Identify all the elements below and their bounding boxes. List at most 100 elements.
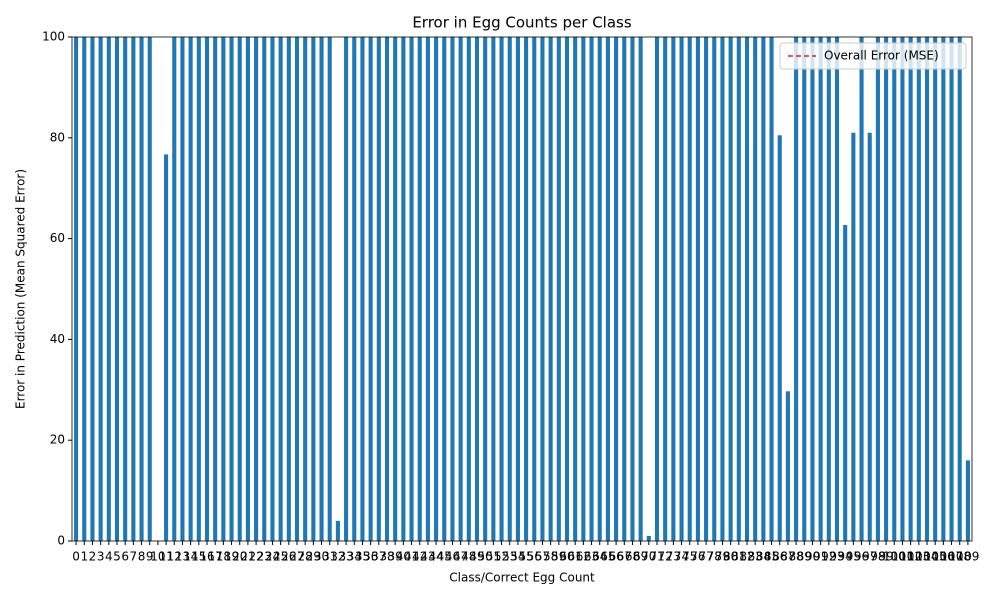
bar xyxy=(638,37,643,541)
bar xyxy=(483,37,488,541)
x-tick-label: 90 xyxy=(805,550,820,564)
bar xyxy=(859,37,864,541)
x-tick-label: 22 xyxy=(248,550,263,564)
bar xyxy=(924,37,930,541)
x-tick-label: 109 xyxy=(956,550,979,564)
bar xyxy=(466,37,471,541)
bar xyxy=(728,37,733,541)
y-tick-label: 20 xyxy=(50,433,65,447)
bar xyxy=(474,37,480,541)
x-tick-label: 96 xyxy=(854,550,869,564)
plot-frame xyxy=(71,36,973,542)
bar xyxy=(851,132,856,541)
bar xyxy=(311,37,316,541)
bar xyxy=(769,37,774,541)
x-tick-label: 2 xyxy=(89,550,97,564)
x-tick-label: 20 xyxy=(232,550,247,564)
x-tick-label: 8 xyxy=(138,550,146,564)
bar xyxy=(654,37,660,541)
bar xyxy=(564,37,570,541)
x-tick-label: 85 xyxy=(764,550,779,564)
bar xyxy=(834,37,840,541)
bar xyxy=(605,37,610,541)
bar xyxy=(376,37,381,541)
x-tick-label: 21 xyxy=(240,550,255,564)
bar xyxy=(286,37,291,541)
x-tick-label: 1 xyxy=(80,550,88,564)
bar xyxy=(933,37,938,541)
x-tick-label: 25 xyxy=(273,550,288,564)
x-tick-label: 107 xyxy=(940,550,963,564)
bar xyxy=(744,37,750,541)
x-tick-label: 73 xyxy=(666,550,681,564)
bar xyxy=(499,37,504,541)
x-tick-label: 76 xyxy=(690,550,705,564)
bar xyxy=(319,37,324,541)
x-tick-label: 27 xyxy=(289,550,304,564)
bar xyxy=(785,391,790,541)
x-tick-label: 26 xyxy=(281,550,296,564)
x-tick-label: 63 xyxy=(584,550,599,564)
bar xyxy=(712,37,717,541)
bar xyxy=(450,37,455,541)
x-tick-label: 37 xyxy=(371,550,386,564)
x-tick-label: 74 xyxy=(674,550,689,564)
bar xyxy=(589,37,594,541)
x-tick-label: 98 xyxy=(870,550,885,564)
x-tick-label: 61 xyxy=(568,550,583,564)
bar xyxy=(237,37,242,541)
x-tick-label: 18 xyxy=(216,550,231,564)
x-tick-label: 57 xyxy=(535,550,550,564)
x-tick-label: 101 xyxy=(891,550,914,564)
bar xyxy=(74,37,79,541)
y-axis-label: Error in Prediction (Mean Squared Error) xyxy=(14,169,28,409)
bar xyxy=(908,37,913,541)
bar xyxy=(826,37,831,541)
x-tick-label: 69 xyxy=(633,550,648,564)
bar xyxy=(409,37,414,541)
bar xyxy=(254,37,259,541)
x-tick-label: 93 xyxy=(829,550,844,564)
bar xyxy=(213,37,218,541)
x-tick-label: 53 xyxy=(502,550,517,564)
bar xyxy=(360,37,365,541)
x-tick-label: 68 xyxy=(625,550,640,564)
x-tick-label: 39 xyxy=(388,550,403,564)
x-tick-label: 49 xyxy=(469,550,484,564)
bar xyxy=(965,460,970,541)
x-tick-label: 72 xyxy=(658,550,673,564)
bar xyxy=(646,535,651,541)
bar xyxy=(540,37,545,541)
bar xyxy=(188,37,193,541)
x-tick-label: 41 xyxy=(404,550,419,564)
bar xyxy=(810,37,815,541)
x-tick-label: 83 xyxy=(748,550,763,564)
x-tick-label: 56 xyxy=(527,550,542,564)
x-tick-label: 43 xyxy=(420,550,435,564)
y-tick-label: 80 xyxy=(50,130,65,144)
bar xyxy=(172,37,177,541)
bar xyxy=(262,37,267,541)
bar xyxy=(82,37,87,541)
x-tick-label: 24 xyxy=(265,550,280,564)
bar xyxy=(532,37,537,541)
x-tick-label: 40 xyxy=(396,550,411,564)
bar xyxy=(114,37,120,541)
bar xyxy=(90,37,95,541)
x-tick-label: 108 xyxy=(948,550,971,564)
bar xyxy=(393,37,398,541)
x-tick-label: 67 xyxy=(617,550,632,564)
x-tick-label: 15 xyxy=(191,550,206,564)
bar xyxy=(164,154,169,541)
bar xyxy=(131,37,136,541)
bar xyxy=(556,37,561,541)
bar xyxy=(875,37,880,541)
bar xyxy=(704,37,709,541)
bar xyxy=(278,37,283,541)
bar xyxy=(802,37,807,541)
x-tick-label: 10 xyxy=(150,550,165,564)
x-tick-label: 9 xyxy=(146,550,154,564)
x-tick-label: 5 xyxy=(113,550,121,564)
bar xyxy=(327,37,332,541)
bar xyxy=(368,37,373,541)
